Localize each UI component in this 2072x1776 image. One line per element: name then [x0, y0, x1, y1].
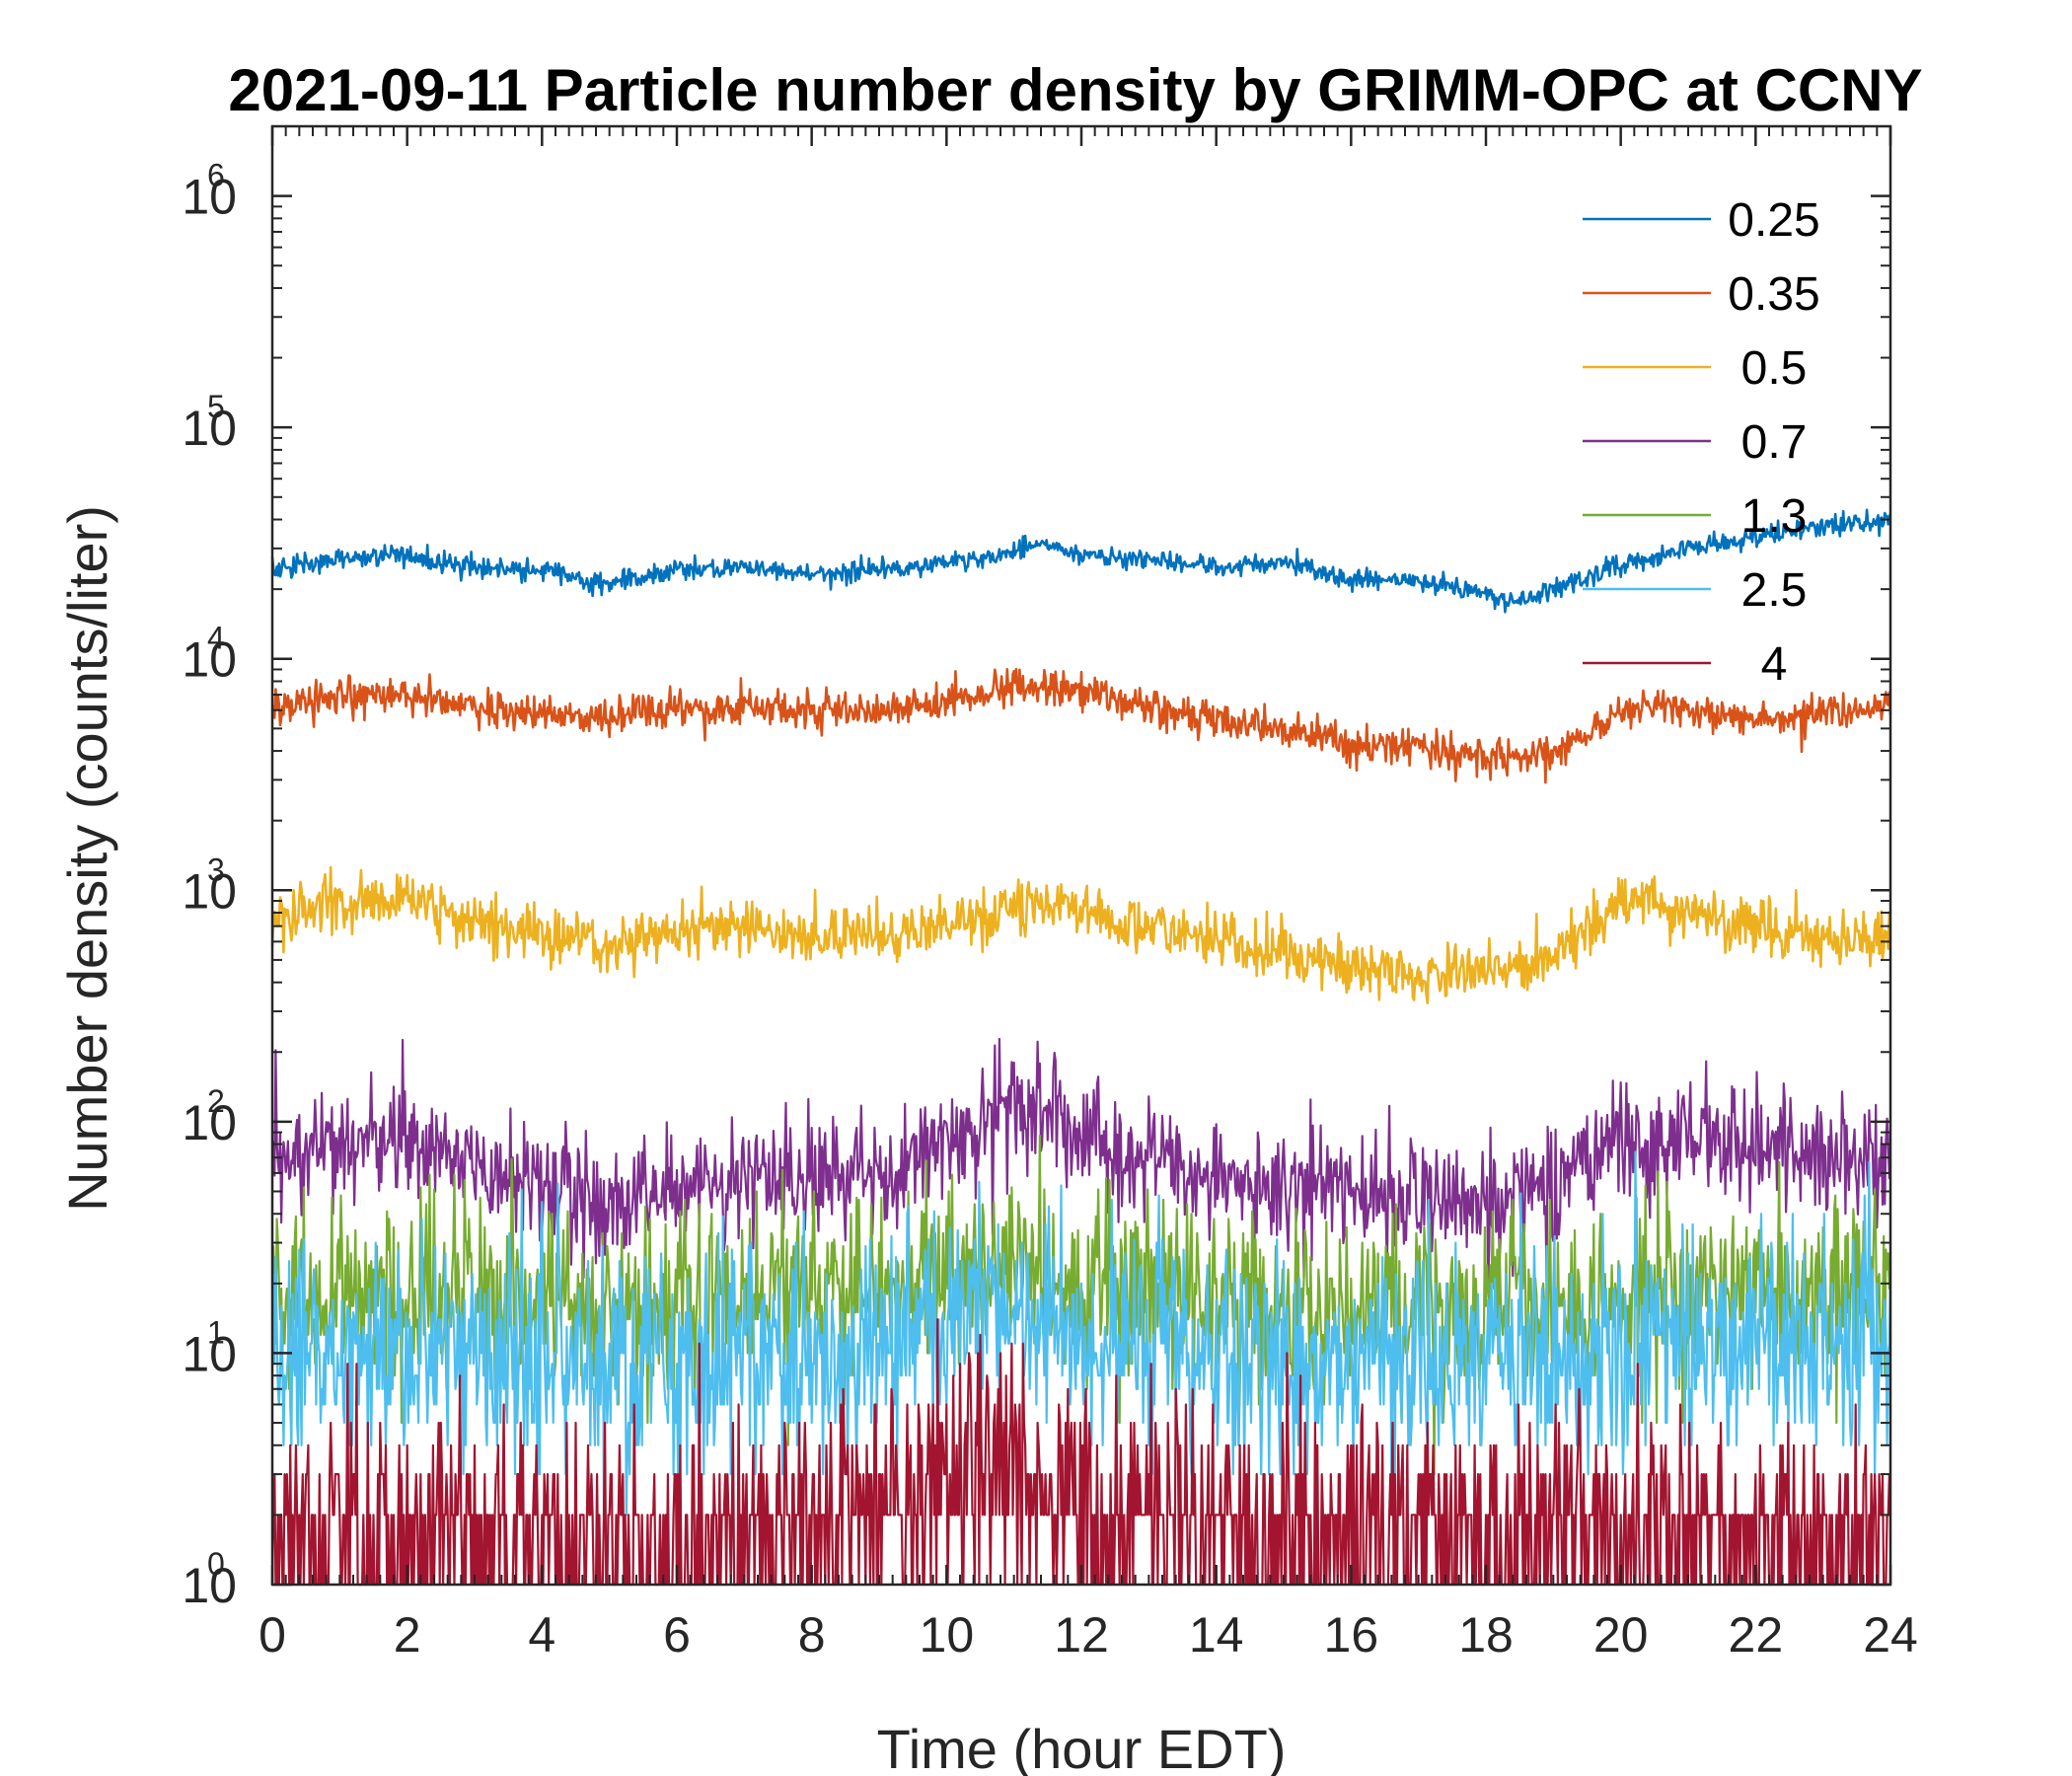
x-tick-label: 10: [920, 1607, 975, 1663]
x-tick-label: 0: [259, 1607, 286, 1663]
y-axis-label: Number density (counts/liter): [56, 505, 118, 1212]
legend-item-0-25: 0.25: [1583, 194, 1820, 247]
series-line-0-5: [270, 865, 1892, 1004]
x-tick-label: 20: [1593, 1607, 1649, 1663]
y-tick-label: 10: [182, 1326, 237, 1381]
y-tick-exponent: 2: [207, 1083, 225, 1119]
legend-item-1-3: 1.3: [1583, 490, 1807, 543]
legend-label: 0.7: [1741, 416, 1808, 469]
x-tick-label: 18: [1458, 1607, 1514, 1663]
legend-label: 0.25: [1728, 194, 1819, 247]
legend-item-0-35: 0.35: [1583, 268, 1820, 321]
legend-label: 0.35: [1728, 268, 1819, 321]
y-tick-label: 10: [182, 632, 237, 688]
x-tick-label: 2: [394, 1607, 421, 1663]
y-tick-label: 10: [182, 1558, 237, 1613]
x-tick-label: 24: [1863, 1607, 1918, 1663]
y-tick-label: 10: [182, 863, 237, 919]
x-tick-label: 14: [1189, 1607, 1244, 1663]
legend-label: 1.3: [1741, 490, 1808, 543]
y-tick-label: 10: [182, 401, 237, 456]
y-tick-exponent: 3: [207, 851, 225, 887]
x-axis-label: Time (hour EDT): [877, 1718, 1287, 1776]
legend: 0.25 0.35 0.5 0.7 1.3 2.5 4: [1583, 194, 1820, 691]
legend-item-2-5: 2.5: [1583, 564, 1807, 617]
y-tick-exponent: 0: [207, 1546, 225, 1582]
x-tick-label: 8: [798, 1607, 826, 1663]
legend-item-4: 4: [1583, 638, 1787, 691]
y-tick-label: 10: [182, 1095, 237, 1150]
y-tick-label: 10: [182, 170, 237, 225]
y-tick-exponent: 4: [207, 621, 225, 656]
series-line-0-7: [270, 1037, 1892, 1287]
series-line-0-35: [270, 667, 1892, 784]
legend-label: 2.5: [1741, 564, 1808, 617]
x-tick-label: 12: [1054, 1607, 1109, 1663]
chart-title: 2021-09-11 Particle number density by GR…: [228, 57, 1922, 123]
legend-label: 4: [1761, 638, 1788, 691]
y-tick-exponent: 5: [207, 389, 225, 424]
y-tick-exponent: 6: [207, 158, 225, 193]
legend-label: 0.5: [1741, 342, 1808, 395]
legend-item-0-7: 0.7: [1583, 416, 1807, 469]
x-tick-label: 4: [528, 1607, 555, 1663]
x-tick-label: 6: [663, 1607, 691, 1663]
y-tick-exponent: 1: [207, 1314, 225, 1350]
series-line-2-5: [270, 1150, 1892, 1517]
legend-item-0-5: 0.5: [1583, 342, 1807, 395]
series-line-0-25: [270, 508, 1892, 614]
x-tick-label: 16: [1324, 1607, 1379, 1663]
x-tick-label: 22: [1729, 1607, 1784, 1663]
